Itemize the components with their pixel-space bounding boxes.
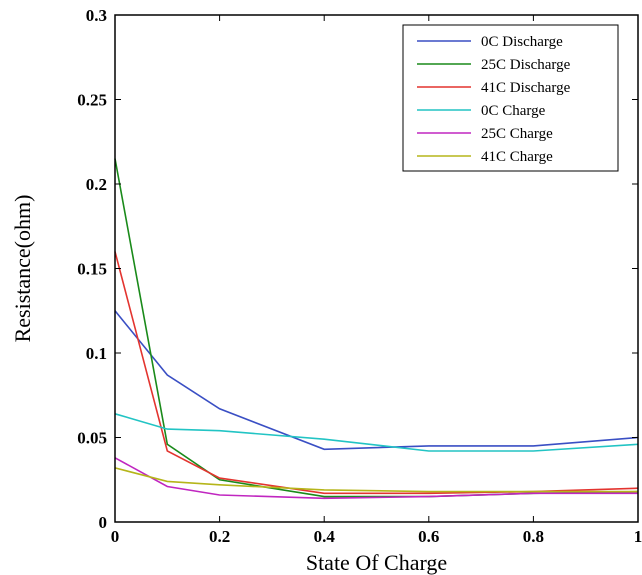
- legend-label: 0C Charge: [481, 103, 546, 119]
- y-tick-labels: 0 0.05 0.1 0.15 0.2 0.25 0.3: [77, 6, 107, 532]
- legend-label: 25C Charge: [481, 126, 553, 142]
- series-line-0c-discharge: [114, 310, 639, 451]
- legend-label: 41C Charge: [481, 149, 553, 165]
- x-tick-label: 0: [111, 527, 120, 546]
- plot-lines: [114, 158, 639, 500]
- series-line-41c-charge: [114, 467, 638, 493]
- x-tick-label: 0.2: [209, 527, 230, 546]
- y-tick-label: 0.2: [86, 175, 107, 194]
- legend-label: 25C Discharge: [481, 57, 571, 73]
- y-tick-label: 0.25: [77, 91, 107, 110]
- legend-label: 41C Discharge: [481, 80, 571, 96]
- y-tick-label: 0.15: [77, 260, 107, 279]
- x-tick-label: 0.6: [418, 527, 439, 546]
- y-tick-label: 0.05: [77, 429, 107, 448]
- series-line-25c-charge: [114, 457, 638, 500]
- y-tick-label: 0.3: [86, 6, 107, 25]
- series-line-0c-charge: [114, 413, 639, 452]
- x-tick-label: 0.4: [314, 527, 336, 546]
- y-axis-title: Resistance(ohm): [10, 195, 35, 343]
- x-axis-title: State Of Charge: [306, 550, 447, 575]
- x-tick-labels: 0 0.2 0.4 0.6 0.8 1: [111, 527, 642, 546]
- x-tick-label: 0.8: [523, 527, 544, 546]
- legend-label: 0C Discharge: [481, 34, 563, 50]
- legend: 0C Discharge 25C Discharge 41C Discharge 0C…: [402, 24, 619, 172]
- y-tick-label: 0.1: [86, 344, 107, 363]
- axis-ticks: [114, 14, 639, 523]
- legend-box: [402, 24, 619, 172]
- series-line-41c-discharge: [114, 251, 639, 495]
- x-tick-label: 1: [634, 527, 642, 546]
- y-tick-label: 0: [99, 513, 108, 532]
